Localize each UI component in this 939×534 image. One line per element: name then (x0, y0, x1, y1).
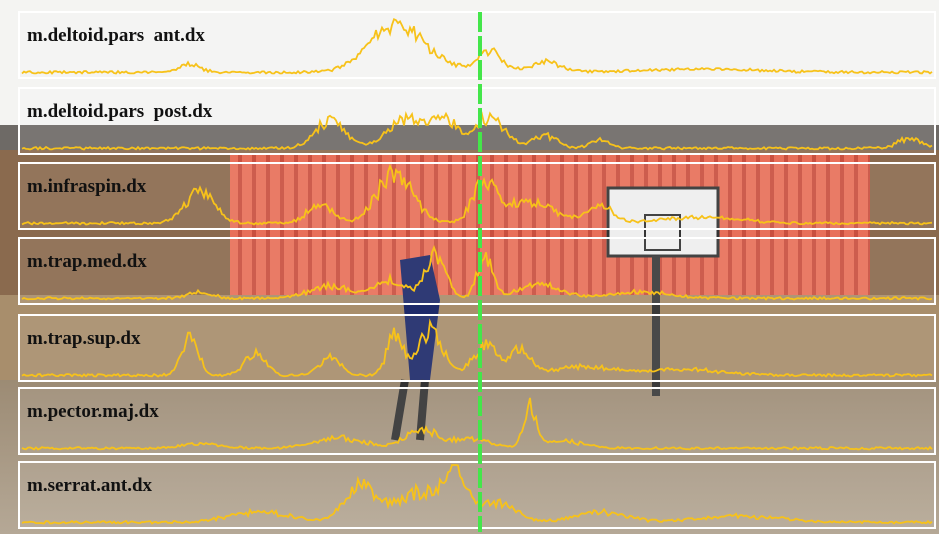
muscle-label: m.deltoid.pars post.dx (27, 101, 213, 122)
panel-frame (19, 163, 935, 229)
muscle-label: m.trap.med.dx (27, 251, 147, 272)
muscle-label: m.pector.maj.dx (27, 401, 159, 422)
muscle-label: m.serrat.ant.dx (27, 475, 153, 496)
panel-frame (19, 315, 935, 381)
muscle-label: m.trap.sup.dx (27, 328, 141, 349)
muscle-label: m.deltoid.pars ant.dx (27, 25, 205, 46)
figure: m.deltoid.pars ant.dx m.deltoid.pars post… (0, 0, 939, 534)
panel-frame (19, 238, 935, 304)
muscle-label: m.infraspin.dx (27, 176, 147, 197)
panel-frame (19, 462, 935, 528)
